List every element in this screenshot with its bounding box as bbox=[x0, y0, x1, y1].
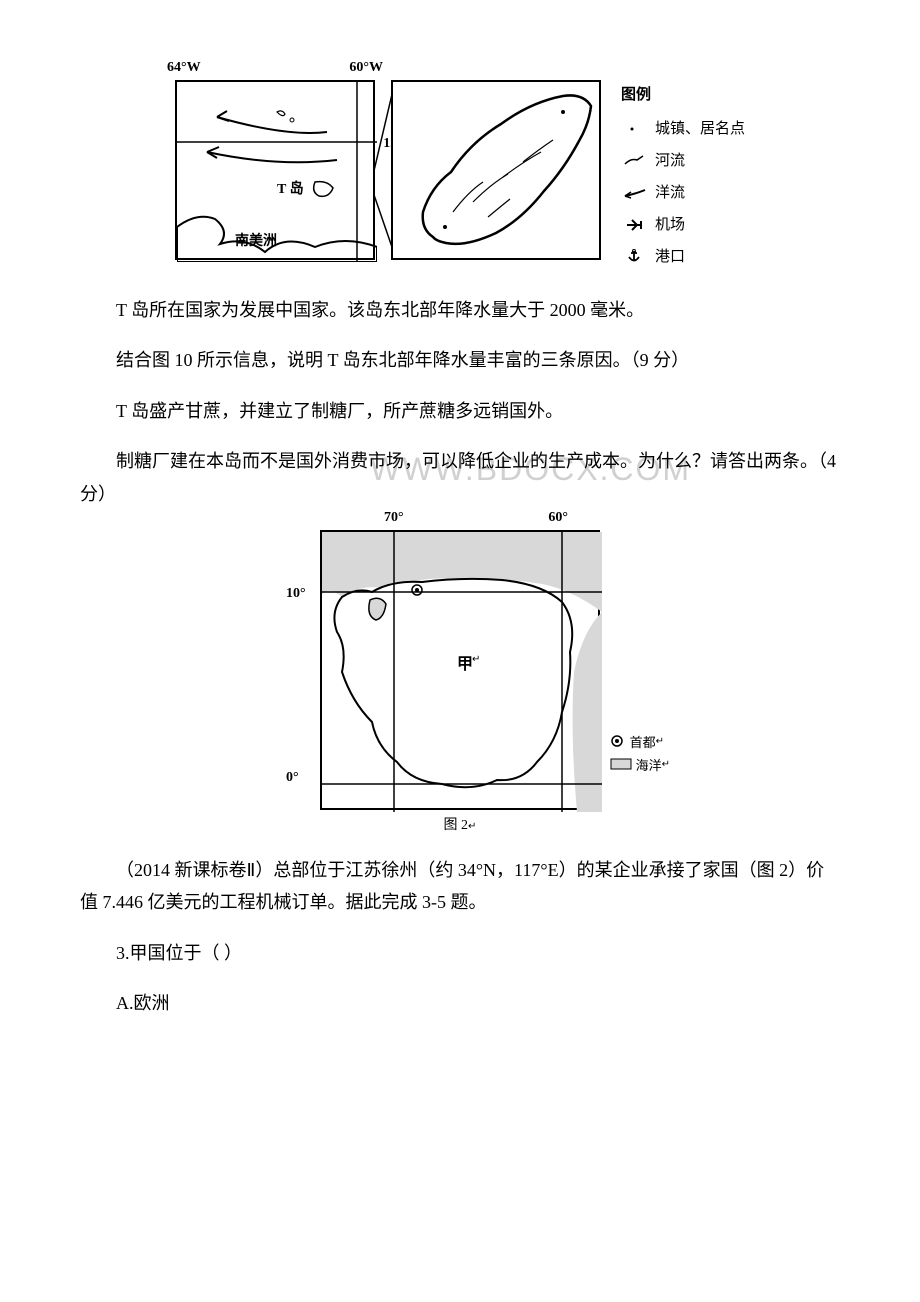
legend-capital: 首都 ↵ bbox=[610, 732, 670, 751]
country-jia-label: 甲 bbox=[457, 650, 473, 674]
paragraph-1: T 岛所在国家为发展中国家。该岛东北部年降水量大于 2000 毫米。 bbox=[80, 294, 840, 326]
legend-ocean-label: 海洋 bbox=[636, 755, 662, 774]
legend-capital-label: 首都 bbox=[630, 732, 656, 751]
legend-river-label: 河流 bbox=[655, 146, 685, 176]
river-icon bbox=[621, 154, 649, 168]
map-right-svg bbox=[393, 82, 603, 262]
paragraph-3: T 岛盛产甘蔗，并建立了制糖厂，所产蔗糖多远销国外。 bbox=[80, 395, 840, 427]
map-right bbox=[391, 80, 601, 260]
legend-airport-label: 机场 bbox=[655, 210, 685, 240]
port-icon bbox=[621, 249, 649, 265]
lat-0: 0° bbox=[286, 770, 299, 786]
current-icon bbox=[621, 186, 649, 200]
continent-label: 南美洲 bbox=[235, 230, 277, 250]
tag-icon: ↵ bbox=[472, 654, 480, 665]
dot-icon bbox=[621, 122, 649, 136]
figure-1: 64°W 60°W 12°N T 岛 南美洲 bbox=[80, 80, 840, 274]
lon-60: 60° bbox=[548, 510, 568, 526]
figure-2: 70° 60° 10° 0° 甲 ↵ 首都 bbox=[80, 530, 840, 834]
map-3: 70° 60° 10° 0° 甲 ↵ 首都 bbox=[320, 530, 600, 810]
legend-item-town: 城镇、居名点 bbox=[621, 114, 745, 144]
question-3-option-a: A.欧洲 bbox=[80, 987, 840, 1019]
question-3: 3.甲国位于（ ） bbox=[80, 937, 840, 969]
figure2-legend: 首都 ↵ 海洋 ↵ bbox=[610, 732, 670, 778]
paragraph-5: （2014 新课标卷Ⅱ）总部位于江苏徐州（约 34°N，117°E）的某企业承接… bbox=[80, 854, 840, 919]
airport-icon bbox=[621, 218, 649, 232]
legend-ocean: 海洋 ↵ bbox=[610, 755, 670, 774]
lat-10: 10° bbox=[286, 586, 306, 602]
legend-item-current: 洋流 bbox=[621, 178, 745, 208]
map-left: 64°W 60°W 12°N T 岛 南美洲 bbox=[175, 80, 375, 260]
legend-port-label: 港口 bbox=[655, 242, 685, 272]
paragraph-4: 制糖厂建在本岛而不是国外消费市场，可以降低企业的生产成本。为什么？请答出两条。（… bbox=[80, 445, 840, 510]
legend-item-airport: 机场 bbox=[621, 210, 745, 240]
legend-current-label: 洋流 bbox=[655, 178, 685, 208]
tag-icon-2: ↵ bbox=[656, 736, 664, 747]
tag-icon-3: ↵ bbox=[662, 759, 670, 770]
legend-town-label: 城镇、居名点 bbox=[655, 114, 745, 144]
t-island-label: T 岛 bbox=[277, 178, 304, 198]
legend-title: 图例 bbox=[621, 80, 745, 110]
lon-label-64w: 64°W bbox=[167, 60, 201, 76]
figure2-caption: 图 2↵ bbox=[444, 814, 477, 834]
legend-item-river: 河流 bbox=[621, 146, 745, 176]
legend-item-port: 港口 bbox=[621, 242, 745, 272]
figure1-legend: 图例 城镇、居名点 河流 洋流 机场 bbox=[621, 80, 745, 274]
paragraph-2: 结合图 10 所示信息，说明 T 岛东北部年降水量丰富的三条原因。（9 分） bbox=[80, 344, 840, 376]
lon-70: 70° bbox=[384, 510, 404, 526]
lon-label-60w: 60°W bbox=[349, 60, 383, 76]
map-left-svg bbox=[177, 82, 377, 262]
